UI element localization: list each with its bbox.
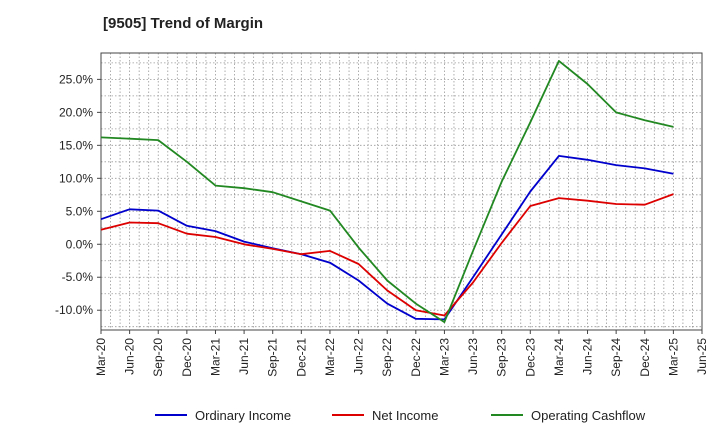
x-tick-label: Dec-24: [638, 338, 652, 377]
y-tick-label: 20.0%: [59, 105, 93, 119]
x-tick-label: Dec-20: [180, 338, 194, 377]
plot-area: [101, 53, 702, 330]
x-tick-label: Sep-24: [609, 338, 623, 377]
chart-title: [9505] Trend of Margin: [103, 15, 264, 32]
x-tick-label: Dec-21: [294, 338, 308, 377]
y-tick-label: 0.0%: [66, 237, 94, 251]
legend-label: Net Income: [372, 408, 438, 423]
legend-label: Ordinary Income: [195, 408, 291, 423]
x-tick-label: Dec-23: [523, 338, 537, 377]
x-tick-label: Mar-20: [94, 338, 108, 376]
x-tick-label: Jun-22: [352, 338, 366, 375]
x-tick-label: Dec-22: [409, 338, 423, 377]
y-tick-label: 5.0%: [66, 204, 94, 218]
series-line-operating-cashflow: [100, 60, 674, 323]
x-tick-label: Sep-21: [266, 338, 280, 377]
x-tick-label: Jun-25: [695, 338, 709, 375]
y-tick-label: 25.0%: [59, 72, 93, 86]
x-tick-label: Mar-25: [666, 338, 680, 376]
x-tick-label: Sep-23: [495, 338, 509, 377]
x-tick-label: Mar-23: [437, 338, 451, 376]
series-line-net-income: [100, 193, 674, 317]
x-tick-label: Jun-23: [466, 338, 480, 375]
x-tick-label: Mar-24: [552, 338, 566, 376]
legend-label: Operating Cashflow: [531, 408, 646, 423]
y-tick-label: -10.0%: [55, 303, 93, 317]
y-tick-label: -5.0%: [62, 270, 94, 284]
x-tick-label: Jun-20: [123, 338, 137, 375]
x-tick-label: Sep-22: [380, 338, 394, 377]
x-tick-label: Mar-22: [323, 338, 337, 376]
x-tick-label: Jun-21: [237, 338, 251, 375]
x-tick-label: Jun-24: [581, 338, 595, 375]
y-tick-label: 15.0%: [59, 138, 93, 152]
x-tick-label: Sep-20: [151, 338, 165, 377]
plot-frame: [100, 52, 703, 331]
x-tick-label: Mar-21: [208, 338, 222, 376]
y-tick-label: 10.0%: [59, 171, 93, 185]
series-line-ordinary-income: [100, 155, 674, 321]
